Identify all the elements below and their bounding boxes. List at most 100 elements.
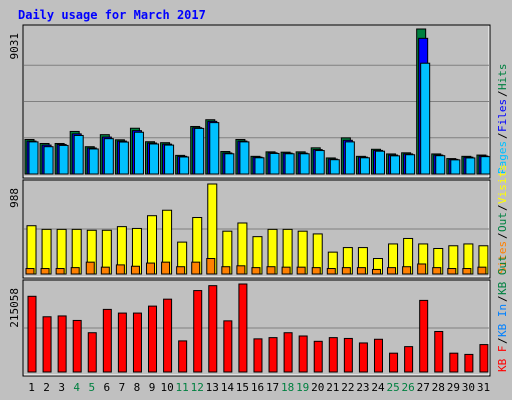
bar-pages-day-18 [284,153,295,175]
bar-sites-day-27 [417,263,427,275]
bar-kb-f-day-22 [343,337,353,373]
bar-sites-day-20 [311,267,321,275]
ymax-label-hits-files-pages: 9031 [8,33,21,60]
bar-kb-f-day-29 [449,352,459,373]
bar-kb-f-day-14 [223,320,233,373]
legend-pages: Pages [496,141,509,174]
bar-pages-day-14 [224,153,235,175]
bar-pages-day-8 [133,131,144,175]
bar-kb-f-day-11 [178,340,188,373]
day-label-1: 1 [28,381,35,394]
bar-kb-f-day-12 [193,290,203,373]
bar-kb-f-day-6 [102,308,112,373]
legend-: / [496,90,509,97]
bar-sites-day-16 [251,267,261,275]
legend-kb-in: KB In [496,304,509,337]
bar-kb-f-day-25 [389,352,399,373]
bar-kb-f-day-4 [72,319,82,373]
bar-pages-day-20 [314,150,325,175]
day-label-14: 14 [221,381,235,394]
bar-sites-day-21 [326,268,336,275]
bar-kb-f-day-2 [42,316,52,373]
bar-kb-f-day-1 [27,295,37,373]
legend-kb-out: KB Out [496,255,509,295]
day-label-3: 3 [58,381,65,394]
day-label-11: 11 [176,381,189,394]
bar-kb-f-day-21 [328,337,338,373]
day-label-8: 8 [134,381,141,394]
day-label-30: 30 [462,381,475,394]
bar-pages-day-15 [239,141,250,175]
bar-pages-day-31 [480,156,491,175]
bar-sites-day-29 [447,268,457,275]
bar-sites-day-3 [55,268,65,275]
day-label-15: 15 [236,381,249,394]
bar-sites-day-15 [236,265,246,275]
bar-kb-f-day-20 [313,340,323,373]
day-label-5: 5 [88,381,95,394]
legend-: / [496,337,509,344]
day-label-16: 16 [251,381,264,394]
day-label-21: 21 [326,381,339,394]
bar-sites-day-6 [100,266,110,275]
legend-: / [496,132,509,139]
bar-visits-day-2 [41,228,52,275]
legend-: / [496,295,509,302]
bar-sites-day-26 [402,266,412,275]
bar-sites-day-17 [266,266,276,275]
legend-: / [496,204,509,211]
bar-sites-day-24 [371,268,381,275]
bar-pages-day-1 [28,141,39,175]
bar-pages-day-22 [344,141,355,175]
bar-pages-day-30 [465,157,476,175]
bar-kb-f-day-13 [208,285,218,373]
bar-sites-day-14 [221,266,231,275]
bar-sites-day-19 [296,266,306,275]
bar-sites-day-1 [25,268,35,275]
bar-kb-f-day-19 [298,335,308,373]
chart-title: Daily usage for March 2017 [18,8,206,22]
bar-sites-day-8 [130,265,140,275]
bar-sites-day-23 [356,267,366,275]
day-label-25: 25 [386,381,399,394]
day-label-20: 20 [311,381,324,394]
bar-kb-f-day-10 [163,298,173,373]
bar-sites-day-13 [206,258,216,275]
bar-sites-day-5 [85,261,95,275]
bar-kb-f-day-26 [404,346,414,373]
bar-pages-day-23 [359,157,370,175]
bar-pages-day-11 [179,156,190,175]
day-label-13: 13 [206,381,219,394]
bar-sites-day-31 [477,266,487,275]
bar-sites-day-9 [146,262,156,275]
bar-kb-f-day-28 [434,330,444,373]
ymax-label-kbytes: 215058 [8,288,21,328]
panel-frame-hits-files-pages [22,24,491,179]
day-label-31: 31 [477,381,490,394]
bar-pages-day-6 [103,138,114,175]
bar-pages-day-17 [269,152,280,175]
bar-pages-day-9 [149,143,160,175]
bar-pages-day-4 [73,134,84,175]
bar-kb-f-day-23 [358,342,368,373]
bar-kb-f-day-31 [479,344,489,373]
legend-files: Files [496,99,509,132]
bar-kb-f-day-17 [268,337,278,373]
bar-kb-f-day-15 [238,283,248,373]
day-label-29: 29 [447,381,460,394]
bar-pages-day-13 [209,122,220,175]
day-label-26: 26 [402,381,415,394]
panel-frame-visits-sites [22,179,491,279]
day-label-17: 17 [266,381,279,394]
bar-pages-day-10 [164,144,175,175]
bar-pages-day-27 [420,62,431,175]
panels-layer: 9031Pages/Files/Hits988Sites/Out/Visits2… [8,24,509,394]
bar-kb-f-day-3 [57,315,67,373]
bar-pages-day-25 [390,155,401,175]
bar-pages-day-3 [58,144,69,175]
day-label-24: 24 [371,381,385,394]
day-label-4: 4 [73,381,80,394]
day-label-28: 28 [432,381,445,394]
